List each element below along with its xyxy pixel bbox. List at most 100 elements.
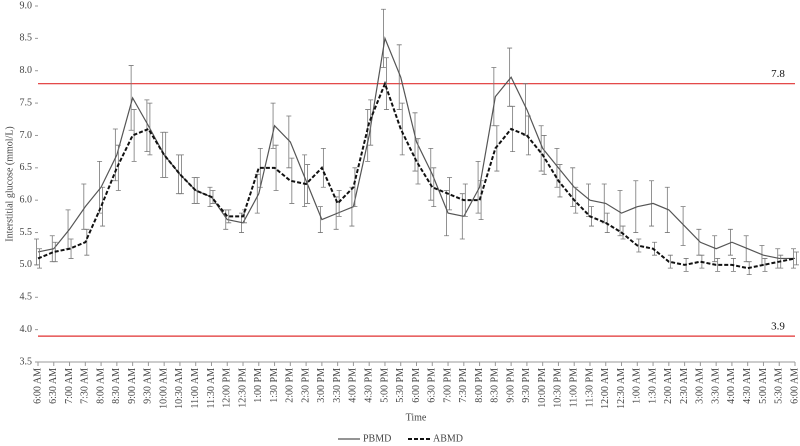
series-line [37,36,795,260]
x-tick-label: 6:30 AM [48,368,59,404]
error-bar [412,112,418,172]
x-tick-label: 7:00 PM [442,368,453,403]
x-tick-label: 6:00 AM [32,368,43,404]
error-bar [34,238,39,266]
x-tick-label: 1:00 PM [253,368,264,403]
error-bar [525,115,531,156]
error-bar [570,167,576,208]
x-tick-label: 2:00 AM [663,368,674,404]
y-tick-label: 7.0 [20,130,33,141]
x-tick-label: 4:30 AM [742,368,753,404]
x-tick-label: 6:30 PM [427,368,438,403]
error-bar [115,144,121,191]
error-bar [447,177,453,211]
error-bar [680,206,686,246]
error-bar [68,238,74,259]
error-bar [254,173,260,214]
x-tick-label: 5:30 AM [774,368,785,404]
error-bar [286,115,292,169]
x-tick-label: 3:30 AM [710,368,721,404]
error-bar [715,258,721,272]
y-tick-label: 5.0 [20,259,33,270]
error-bar [368,99,374,146]
error-bar [144,99,150,153]
x-tick-label: 5:00 AM [758,368,769,404]
error-bar [794,251,799,266]
error-bar [302,154,308,208]
error-bar [383,57,389,110]
y-tick-label: 6.0 [20,194,33,205]
x-tick-label: 2:00 PM [285,368,296,403]
legend-label: ABMD [433,433,463,444]
x-tick-label: 12:00 AM [600,368,611,409]
error-bar [163,131,169,178]
x-tick-label: 12:30 AM [616,368,627,409]
error-bar [178,154,184,195]
x-tick-label: 5:00 PM [379,368,390,403]
x-tick-label: 7:00 AM [64,368,75,404]
x-tick-label: 10:30 AM [174,368,185,409]
error-bar [396,44,402,110]
x-tick-label: 7:30 AM [80,368,91,404]
x-tick-label: 11:00 AM [190,368,201,409]
error-bar [128,65,134,131]
error-bar [352,167,358,208]
error-bar [317,206,323,233]
x-tick-label: 1:30 PM [269,368,280,403]
error-bar [444,190,450,237]
error-bar [399,102,405,156]
error-bar [573,186,579,214]
error-bar [210,190,216,204]
error-bar [428,148,434,201]
x-tick-label: 9:00 PM [505,368,516,403]
x-tick-label: 1:30 AM [647,368,658,404]
x-tick-label: 3:00 AM [695,368,706,404]
x-tick-label: 11:30 AM [206,368,217,409]
error-bar [557,164,563,198]
legend-label: PBMD [363,433,391,444]
x-tick-label: 8:30 PM [490,368,501,403]
x-tick-label: 7:30 PM [458,368,469,403]
reference-label: 3.9 [771,321,785,333]
error-bar [415,138,421,185]
x-tick-label: 9:30 AM [143,368,154,404]
error-bar [478,180,484,220]
error-bar [762,258,768,272]
y-tick-label: 5.5 [20,227,33,238]
error-bar [147,102,153,156]
error-bar [84,228,90,256]
error-bar [431,167,437,208]
error-bar [554,148,560,188]
y-tick-label: 6.5 [20,162,33,173]
error-bar [270,102,276,149]
x-tick-label: 10:30 PM [553,368,564,408]
x-tick-label: 11:30 PM [584,368,595,407]
error-bar [336,190,342,217]
error-bar [475,160,481,214]
x-tick-label: 8:00 PM [474,368,485,403]
x-tick-label: 12:00 PM [222,368,233,408]
error-bar [636,238,642,253]
x-tick-label: 4:30 PM [363,368,374,403]
reference-label: 7.8 [771,68,785,80]
x-tick-label: 4:00 PM [348,368,359,403]
x-tick-label: 8:30 AM [111,368,122,404]
x-tick-label: 8:00 AM [95,368,106,404]
series-line [37,80,796,270]
x-tick-label: 3:00 PM [316,368,327,403]
x-tick-label: 4:00 AM [726,368,737,404]
x-tick-label: 10:00 AM [158,368,169,409]
y-tick-label: 7.5 [20,97,33,108]
error-bar [617,190,623,237]
error-bar [494,125,500,172]
x-axis-label: Time [406,412,427,423]
y-tick-label: 8.5 [20,33,33,44]
x-tick-label: 5:30 PM [395,368,406,403]
y-axis-label: Interstitial glucose (mmol/L) [4,126,15,242]
x-tick-label: 6:00 AM [789,368,800,404]
error-bar [320,148,326,188]
x-tick-label: 1:00 AM [632,368,643,404]
error-bar [380,8,386,68]
error-bar [194,177,200,204]
